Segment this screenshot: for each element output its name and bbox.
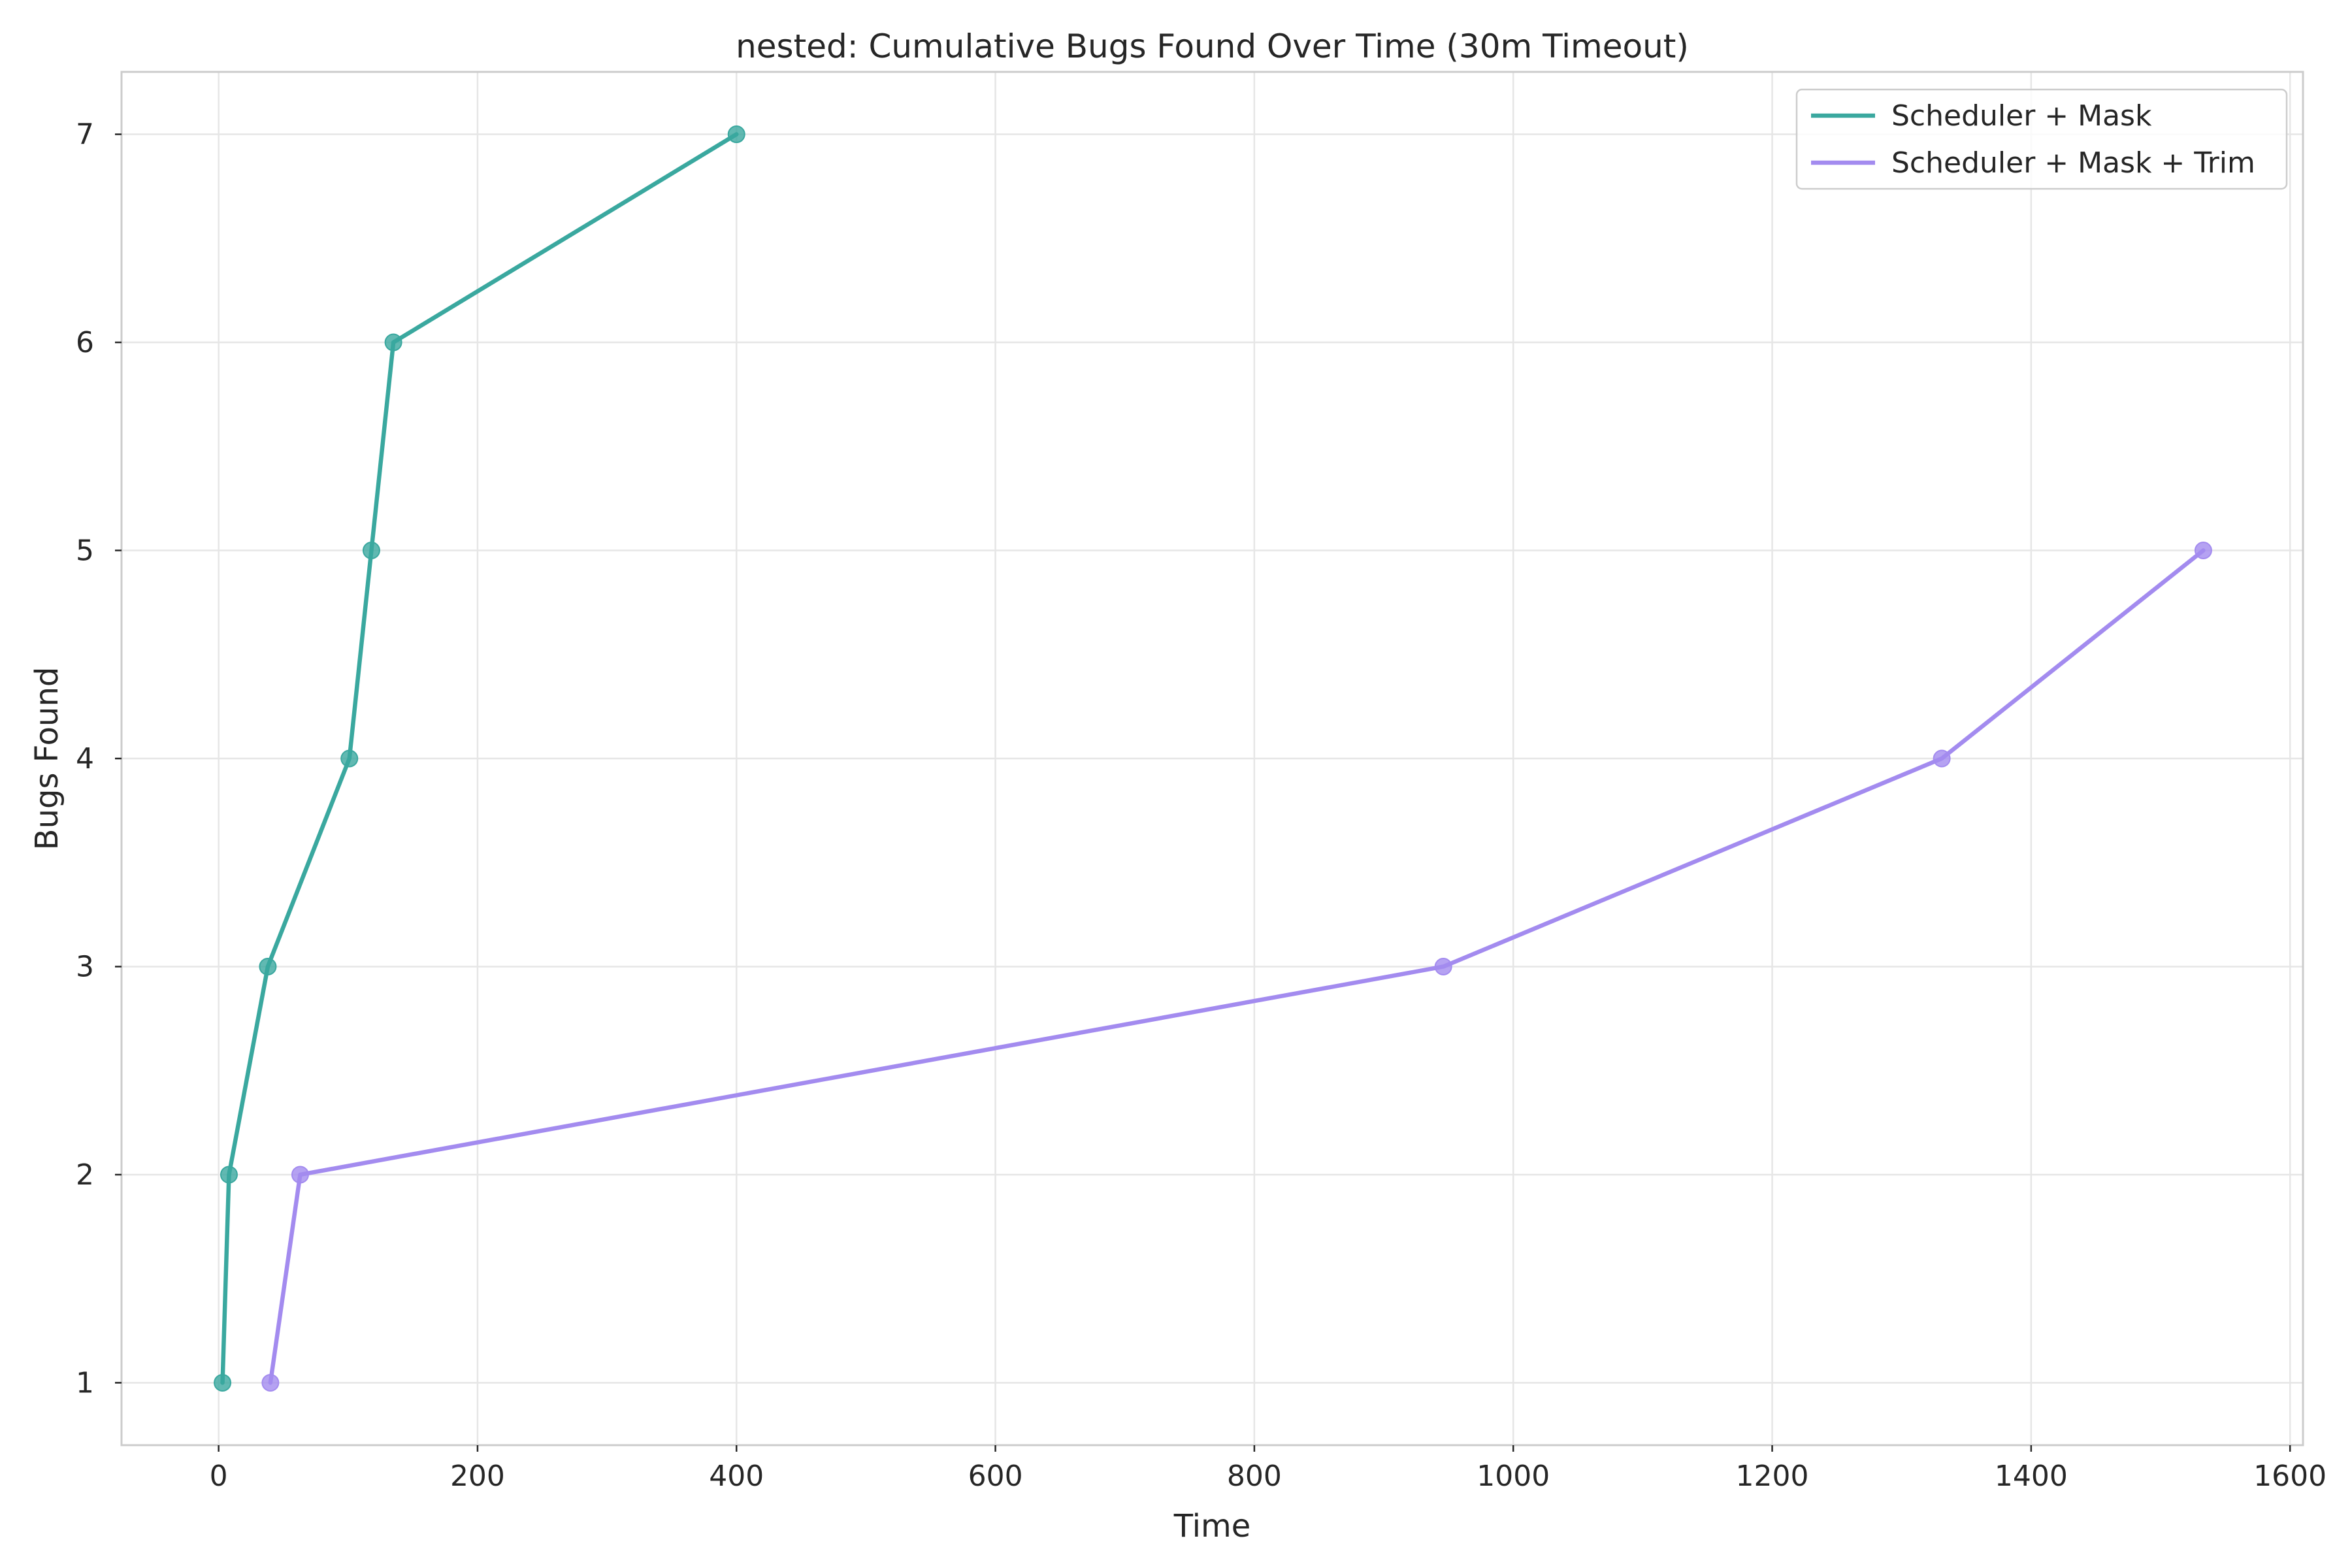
- y-tick-label: 3: [76, 950, 94, 983]
- x-axis-title: Time: [1173, 1508, 1250, 1544]
- y-axis-title: Bugs Found: [29, 667, 65, 851]
- y-tick-label: 2: [76, 1158, 94, 1192]
- data-point: [340, 749, 359, 768]
- data-point: [362, 542, 380, 560]
- x-tick-label: 800: [1227, 1460, 1282, 1493]
- y-tick-label: 7: [76, 118, 94, 152]
- legend-box: [1795, 88, 2288, 190]
- series-layer: [214, 125, 2212, 1392]
- x-tick-label: 1000: [1477, 1460, 1550, 1493]
- data-point: [727, 125, 745, 144]
- data-point: [259, 957, 277, 975]
- data-point: [1434, 957, 1452, 975]
- legend: Scheduler + Mask Scheduler + Mask + Trim: [1795, 88, 2288, 190]
- x-tick-label: 600: [968, 1460, 1023, 1493]
- y-tick-label: 6: [76, 326, 94, 359]
- x-tick-label: 400: [709, 1460, 764, 1493]
- data-point: [291, 1166, 309, 1184]
- x-tick-label: 1400: [1995, 1460, 2068, 1493]
- legend-label: Scheduler + Mask: [1891, 99, 2152, 133]
- x-tick-label: 0: [210, 1460, 228, 1493]
- x-tick-label: 1600: [2253, 1460, 2327, 1493]
- series-2: [261, 542, 2212, 1392]
- legend-item: Scheduler + Mask + Trim: [1811, 146, 2255, 180]
- y-tick-label: 5: [76, 534, 94, 568]
- data-point: [220, 1166, 238, 1184]
- y-tick-label: 4: [76, 742, 94, 776]
- x-tick-label: 200: [450, 1460, 505, 1493]
- x-axis-ticks: 0 200 400 600 800 1000 1200 1400 1600: [210, 1445, 2327, 1493]
- x-tick-label: 1200: [1736, 1460, 1809, 1493]
- data-point: [1933, 749, 1951, 768]
- y-tick-label: 1: [76, 1366, 94, 1399]
- y-axis-ticks: 1 2 3 4 5 6 7: [76, 118, 122, 1399]
- data-point: [261, 1373, 280, 1392]
- data-point: [2194, 542, 2212, 560]
- legend-item: Scheduler + Mask: [1811, 99, 2152, 133]
- chart-title: nested: Cumulative Bugs Found Over Time …: [736, 27, 1689, 65]
- data-point: [384, 333, 402, 351]
- series-1: [214, 125, 745, 1392]
- data-point: [214, 1373, 232, 1392]
- legend-label: Scheduler + Mask + Trim: [1891, 146, 2255, 180]
